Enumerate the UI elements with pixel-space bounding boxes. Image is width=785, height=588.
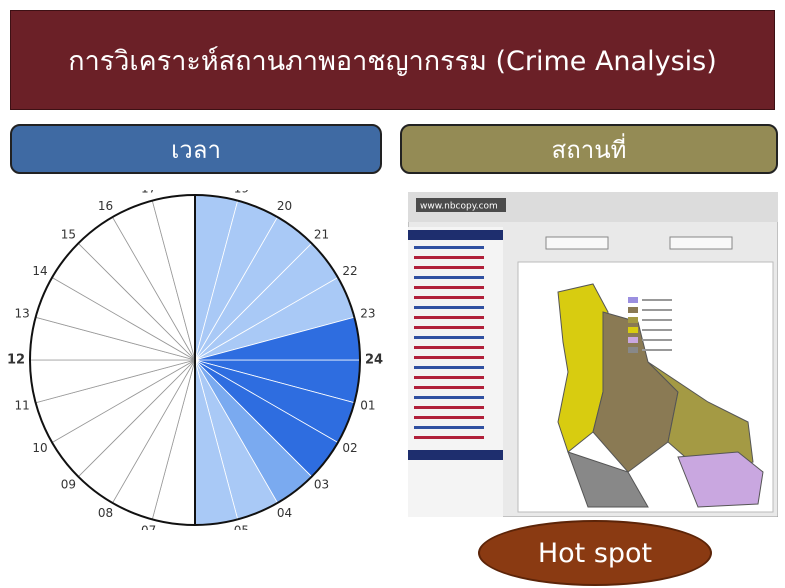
menu-item bbox=[414, 316, 484, 319]
hour-label: 11 bbox=[14, 398, 29, 412]
time-heading: เวลา bbox=[10, 124, 382, 174]
legend-text bbox=[642, 309, 672, 311]
slide: การวิเคราะห์สถานภาพอาชญากรรม (Crime Anal… bbox=[0, 0, 785, 588]
menu-item bbox=[414, 376, 484, 379]
menu-item bbox=[414, 356, 484, 359]
hour-label: 03 bbox=[314, 478, 329, 492]
menu-item bbox=[414, 306, 484, 309]
badge-label: Hot spot bbox=[538, 538, 652, 569]
hour-label: 05 bbox=[234, 523, 249, 530]
menu-head bbox=[408, 230, 503, 240]
legend-swatch bbox=[628, 347, 638, 353]
menu-item bbox=[414, 276, 484, 279]
menu-item bbox=[414, 416, 484, 419]
menu-item bbox=[414, 266, 484, 269]
menu-item bbox=[414, 346, 484, 349]
hour-label: 10 bbox=[32, 441, 47, 455]
menu-item bbox=[414, 436, 484, 439]
hour-label: 16 bbox=[98, 199, 113, 213]
hour-label: 21 bbox=[314, 227, 329, 241]
legend-swatch bbox=[628, 307, 638, 313]
menu-item bbox=[414, 296, 484, 299]
hour-label: 01 bbox=[360, 398, 375, 412]
title-bar: การวิเคราะห์สถานภาพอาชญากรรม (Crime Anal… bbox=[10, 10, 775, 110]
sidebar bbox=[408, 227, 503, 517]
hour-label: 02 bbox=[342, 441, 357, 455]
menu-item bbox=[414, 336, 484, 339]
menu-item bbox=[414, 386, 484, 389]
url: www.nbcopy.com bbox=[420, 202, 498, 212]
hour-label: 12 bbox=[7, 353, 25, 368]
legend-text bbox=[642, 349, 672, 351]
legend-text bbox=[642, 319, 672, 321]
heading: เวลา bbox=[171, 130, 221, 169]
hour-label: 19 bbox=[234, 190, 249, 196]
hour-label: 23 bbox=[360, 307, 375, 321]
hour-label: 17 bbox=[141, 190, 156, 196]
menu-item bbox=[414, 246, 484, 249]
legend-swatch bbox=[628, 337, 638, 343]
legend-text bbox=[642, 329, 672, 331]
clock-diagram: 01 02 03 04 05 07 08 09 10 11 12 13 14 15 16 17 19 20 21 22… bbox=[0, 190, 395, 530]
menu-head bbox=[408, 450, 503, 460]
button bbox=[670, 237, 732, 249]
menu-item bbox=[414, 326, 484, 329]
menu-item bbox=[414, 256, 484, 259]
menu-item bbox=[414, 286, 484, 289]
hour-label: 07 bbox=[141, 523, 156, 530]
title: การวิเคราะห์สถานภาพอาชญากรรม (Crime Anal… bbox=[68, 39, 717, 82]
hour-label: 08 bbox=[98, 506, 113, 520]
menu-item bbox=[414, 426, 484, 429]
place-heading: สถานที่ bbox=[400, 124, 778, 174]
button bbox=[546, 237, 608, 249]
hour-label: 15 bbox=[61, 227, 76, 241]
heading: สถานที่ bbox=[552, 130, 627, 169]
map-screenshot: www.nbcopy.com bbox=[408, 192, 778, 517]
hour-label: 20 bbox=[277, 199, 292, 213]
menu-item bbox=[414, 406, 484, 409]
legend-text bbox=[642, 339, 672, 341]
hour-label: 24 bbox=[365, 353, 383, 368]
menu-item bbox=[414, 366, 484, 369]
hour-label: 09 bbox=[61, 478, 76, 492]
hour-label: 14 bbox=[32, 264, 47, 278]
hot-spot-badge: Hot spot bbox=[478, 520, 712, 586]
hour-label: 04 bbox=[277, 506, 292, 520]
legend-swatch bbox=[628, 317, 638, 323]
legend-swatch bbox=[628, 297, 638, 303]
hour-label: 13 bbox=[14, 307, 29, 321]
legend-swatch bbox=[628, 327, 638, 333]
hour-label: 22 bbox=[342, 264, 357, 278]
menu-item bbox=[414, 396, 484, 399]
legend-text bbox=[642, 299, 672, 301]
